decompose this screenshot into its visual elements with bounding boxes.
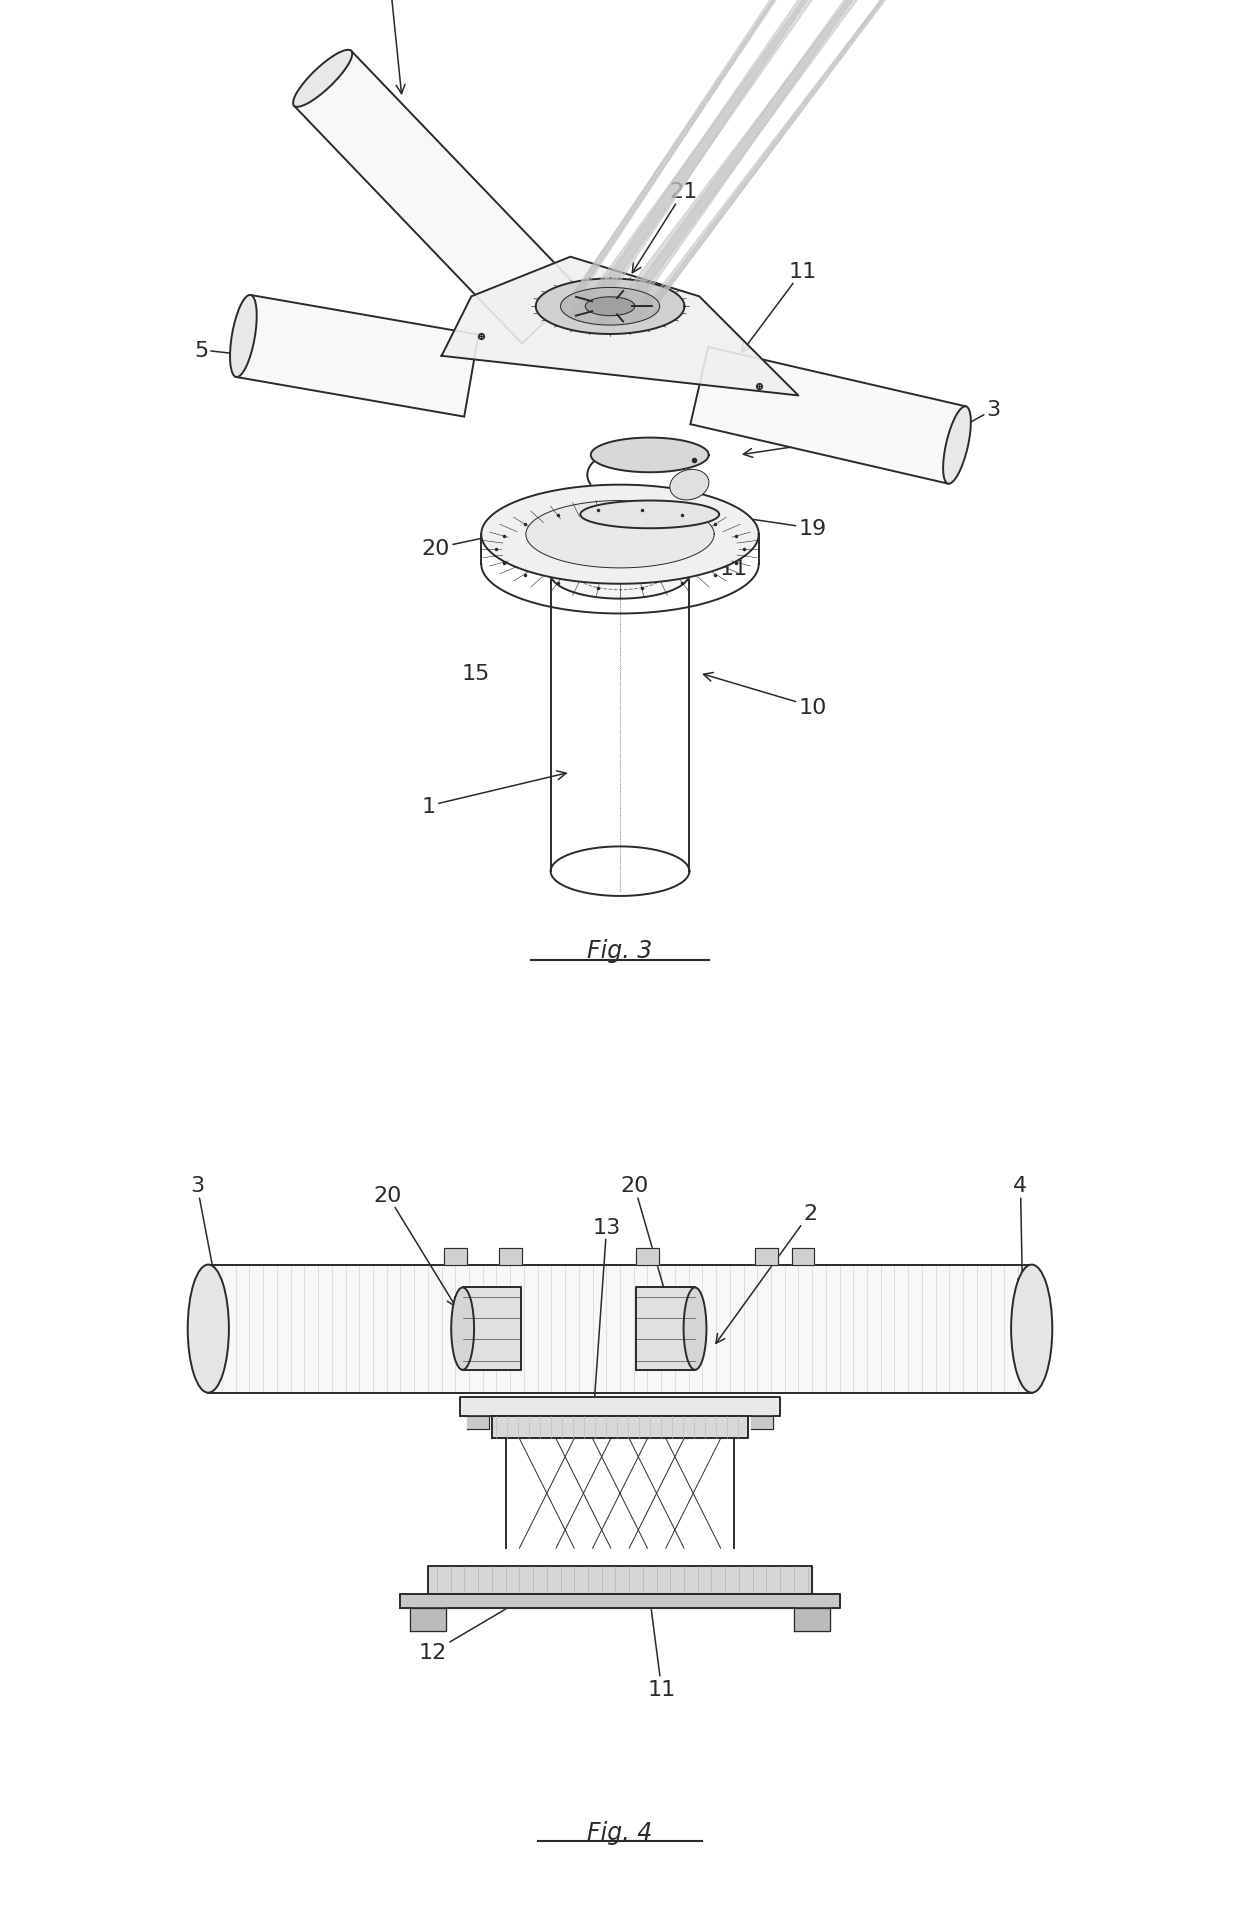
Ellipse shape	[683, 1288, 707, 1370]
Polygon shape	[492, 1415, 748, 1438]
Polygon shape	[565, 0, 1022, 314]
Text: Fig. 3: Fig. 3	[588, 939, 652, 962]
Text: 21: 21	[632, 183, 698, 274]
Polygon shape	[791, 1248, 815, 1265]
Polygon shape	[636, 1248, 658, 1265]
Ellipse shape	[231, 295, 257, 377]
Polygon shape	[691, 349, 966, 484]
Polygon shape	[481, 486, 759, 585]
Polygon shape	[590, 438, 709, 472]
Polygon shape	[585, 297, 635, 316]
Polygon shape	[498, 1248, 522, 1265]
Polygon shape	[610, 0, 1097, 324]
Text: 4: 4	[1013, 1175, 1028, 1288]
Polygon shape	[641, 0, 1149, 318]
Text: Fig. 4: Fig. 4	[588, 1819, 652, 1844]
Text: 5: 5	[193, 341, 249, 360]
Polygon shape	[467, 1415, 489, 1429]
Text: 11: 11	[645, 1585, 676, 1699]
Polygon shape	[551, 551, 689, 600]
Text: 13: 13	[589, 1217, 621, 1423]
Text: 2: 2	[743, 431, 852, 457]
Polygon shape	[580, 501, 719, 530]
Polygon shape	[463, 1288, 521, 1370]
Ellipse shape	[451, 1288, 474, 1370]
Polygon shape	[409, 1608, 446, 1631]
Polygon shape	[294, 51, 579, 345]
Text: 10: 10	[703, 672, 827, 716]
Text: 4: 4	[382, 0, 405, 95]
Text: 3: 3	[190, 1175, 219, 1288]
Text: 12: 12	[419, 1587, 543, 1661]
Polygon shape	[755, 1248, 777, 1265]
Polygon shape	[551, 848, 689, 897]
Polygon shape	[579, 0, 1044, 322]
Ellipse shape	[944, 408, 971, 484]
Text: 20: 20	[373, 1185, 456, 1307]
Text: 15: 15	[461, 663, 490, 684]
Polygon shape	[636, 1288, 696, 1370]
Text: 11: 11	[742, 261, 817, 352]
Text: 1: 1	[422, 772, 567, 815]
Polygon shape	[551, 575, 689, 872]
Polygon shape	[460, 1398, 780, 1415]
Polygon shape	[651, 0, 1171, 307]
Ellipse shape	[1011, 1265, 1053, 1393]
Polygon shape	[401, 1594, 839, 1608]
Text: 20: 20	[620, 1175, 671, 1307]
Text: 11: 11	[673, 545, 748, 579]
Text: 19: 19	[724, 512, 827, 539]
Polygon shape	[428, 1566, 812, 1594]
Text: 3: 3	[951, 400, 1001, 434]
Polygon shape	[444, 1248, 466, 1265]
Ellipse shape	[293, 51, 352, 109]
Text: 20: 20	[422, 533, 497, 558]
Polygon shape	[569, 0, 1043, 301]
Polygon shape	[441, 257, 799, 396]
Polygon shape	[751, 1415, 773, 1429]
Polygon shape	[593, 0, 1095, 291]
Polygon shape	[237, 295, 479, 417]
Polygon shape	[627, 0, 1148, 295]
Polygon shape	[560, 288, 660, 326]
Text: 2: 2	[715, 1204, 817, 1343]
Polygon shape	[526, 501, 714, 568]
Ellipse shape	[670, 471, 709, 501]
Polygon shape	[536, 280, 684, 335]
Ellipse shape	[187, 1265, 229, 1393]
Polygon shape	[794, 1608, 831, 1631]
Polygon shape	[208, 1265, 1032, 1393]
